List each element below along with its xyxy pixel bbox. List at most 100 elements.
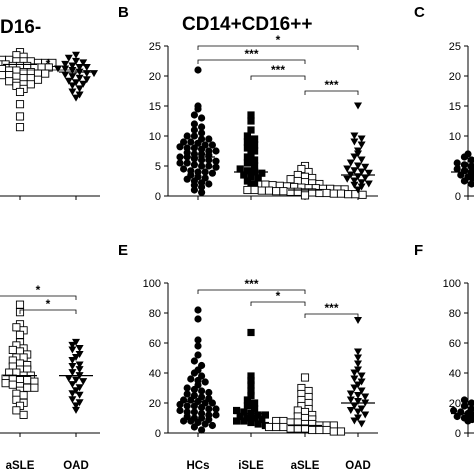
- data-point: [72, 94, 80, 102]
- data-point: [0, 71, 7, 80]
- data-point: [350, 167, 359, 175]
- y-tick-label: 0: [455, 428, 461, 440]
- data-point: [198, 123, 206, 131]
- data-point: [19, 410, 28, 419]
- data-point: [247, 126, 255, 134]
- panel-e-letter: E: [118, 242, 128, 259]
- data-point: [208, 399, 216, 407]
- data-point: [243, 144, 251, 152]
- data-point: [261, 411, 269, 419]
- data-point: [68, 346, 77, 354]
- y-tick-label: 100: [143, 278, 161, 290]
- data-point: [75, 74, 84, 82]
- data-point: [198, 114, 206, 122]
- data-point: [208, 421, 216, 430]
- data-point: [350, 138, 359, 146]
- data-point: [354, 392, 362, 399]
- data-point: [361, 174, 370, 182]
- significance-label: *: [46, 297, 51, 311]
- data-point: [8, 380, 17, 389]
- data-point: [212, 405, 220, 413]
- significance-bracket: *: [197, 33, 359, 50]
- data-point: [82, 63, 91, 71]
- data-point: [72, 57, 80, 65]
- data-point: [64, 77, 73, 85]
- data-point: [254, 174, 262, 182]
- bracket-line: [0, 295, 77, 300]
- data-point: [460, 161, 468, 169]
- data-point: [358, 190, 367, 199]
- data-point: [346, 396, 355, 404]
- data-point: [251, 180, 259, 188]
- data-point: [233, 417, 241, 425]
- e-category-labels: HCs iSLE aSLE OAD: [186, 460, 370, 472]
- data-point: [243, 153, 251, 161]
- data-point: [346, 159, 355, 167]
- significance-bracket: ***: [197, 277, 306, 294]
- series-hcs: [176, 66, 220, 196]
- bracket-line: [304, 313, 359, 318]
- significance-label: ***: [271, 63, 285, 77]
- data-point: [286, 187, 295, 196]
- data-point: [75, 63, 84, 71]
- data-point: [23, 383, 32, 392]
- y-tick-label: 0: [155, 428, 161, 440]
- y-tick-label: 0: [155, 191, 161, 203]
- y-tick-label: 80: [149, 308, 161, 320]
- bracket-line: [197, 59, 306, 64]
- bracket-line: [250, 75, 306, 80]
- series-hcs: [176, 306, 220, 434]
- bracket-line: [197, 289, 306, 294]
- data-point: [357, 141, 366, 149]
- data-point: [346, 407, 355, 414]
- data-point: [194, 66, 202, 74]
- data-point: [61, 65, 70, 73]
- series-asle: [1, 300, 39, 419]
- series-oad: [341, 102, 375, 194]
- data-point: [357, 135, 366, 143]
- data-point: [240, 408, 248, 416]
- data-point: [322, 188, 331, 198]
- data-point: [357, 168, 366, 176]
- data-point: [354, 162, 362, 170]
- data-point: [243, 177, 251, 185]
- y-tick-label: 20: [149, 398, 161, 410]
- data-point: [194, 351, 202, 359]
- y-tick-label: 40: [149, 368, 161, 380]
- series-hcs: [451, 150, 474, 188]
- data-point: [79, 80, 88, 88]
- data-point: [64, 54, 73, 62]
- series-oad: [54, 51, 98, 102]
- significance-label: *: [276, 33, 281, 47]
- data-point: [247, 376, 255, 385]
- data-point: [205, 180, 213, 188]
- y-tick-label: 15: [149, 101, 161, 113]
- y-tick-label: 40: [449, 368, 461, 380]
- bracket-line: [304, 90, 359, 95]
- data-point: [61, 60, 70, 68]
- e-cat-oad: OAD: [345, 460, 371, 472]
- d-category-labels: aSLE OAD: [6, 460, 89, 472]
- data-point: [243, 396, 251, 404]
- data-point: [236, 165, 244, 173]
- significance-bracket: *: [250, 289, 306, 306]
- data-point: [350, 153, 359, 161]
- series-hcs: [450, 396, 474, 425]
- data-point: [15, 123, 25, 132]
- data-point: [190, 385, 198, 394]
- data-point: [194, 315, 202, 323]
- data-point: [183, 175, 191, 183]
- data-point: [176, 406, 184, 415]
- data-point: [247, 173, 255, 181]
- data-point: [354, 360, 362, 368]
- data-point: [176, 400, 184, 409]
- d-cat-oad: OAD: [63, 460, 89, 472]
- significance-label: ***: [324, 78, 338, 92]
- data-point: [354, 348, 362, 356]
- y-tick-label: 10: [149, 131, 161, 143]
- significance-label: ***: [244, 47, 258, 61]
- data-point: [180, 165, 188, 173]
- data-point: [205, 135, 213, 143]
- data-point: [190, 369, 198, 377]
